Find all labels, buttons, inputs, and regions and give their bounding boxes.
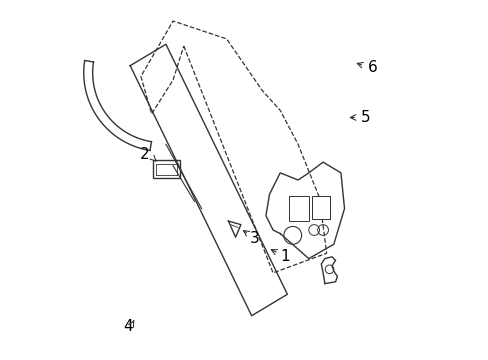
Text: 1: 1 bbox=[280, 249, 289, 264]
FancyBboxPatch shape bbox=[153, 160, 180, 178]
Bar bbox=[312, 196, 329, 219]
Text: 2: 2 bbox=[140, 148, 149, 162]
Text: 6: 6 bbox=[367, 60, 377, 75]
Text: 4: 4 bbox=[123, 319, 133, 334]
Bar bbox=[288, 196, 308, 221]
Text: 3: 3 bbox=[249, 231, 259, 247]
Text: 5: 5 bbox=[360, 110, 369, 125]
